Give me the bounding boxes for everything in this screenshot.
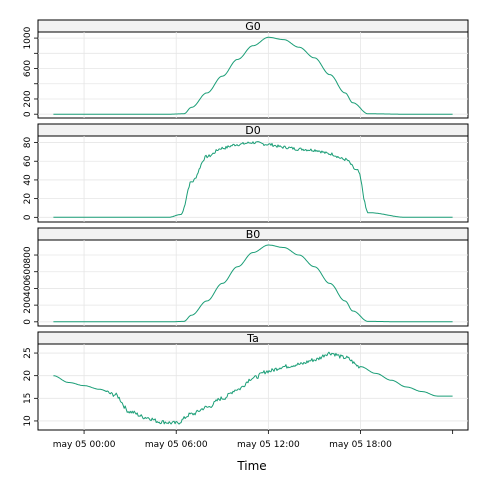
panel-g0: G0 0 200 600 1000 <box>23 19 469 119</box>
y-tick-label: 0 <box>23 111 33 117</box>
x-tick-label: may 05 06:00 <box>145 440 208 450</box>
plot-area <box>37 239 469 327</box>
series-line-ta <box>53 351 453 425</box>
panels-layer: G002006001000D0020406080B00200400600800T… <box>23 19 469 431</box>
plot-area <box>37 31 469 119</box>
y-tick-label: 80 <box>23 137 33 149</box>
panel-ta: Ta 10 15 20 25 <box>23 331 469 431</box>
y-tick-label: 600 <box>23 263 33 280</box>
plot-area <box>37 343 469 431</box>
y-tick-label: 0 <box>23 214 33 220</box>
y-tick-label: 25 <box>23 347 33 358</box>
panel-title: B0 <box>246 228 261 241</box>
x-tick-label: may 05 12:00 <box>237 440 300 450</box>
series-line-d0 <box>53 141 453 218</box>
series-line-g0 <box>53 36 453 115</box>
panel-d0: D0 0 20 40 60 80 <box>23 123 469 223</box>
y-tick-label: 60 <box>23 155 33 167</box>
y-tick-label: 10 <box>23 415 33 427</box>
x-tick-label: may 05 18:00 <box>329 440 392 450</box>
y-tick-label: 20 <box>23 370 33 382</box>
y-tick-label: 400 <box>23 280 33 297</box>
y-tick-label: 15 <box>23 393 33 404</box>
y-tick-label: 40 <box>23 174 33 186</box>
x-axis: may 05 00:00 may 05 06:00 may 05 12:00 may … <box>53 430 454 450</box>
y-tick-label: 200 <box>23 90 33 107</box>
x-axis-label: Time <box>236 459 266 473</box>
y-tick-label: 0 <box>23 319 33 325</box>
plot-area <box>37 135 469 223</box>
y-tick-label: 600 <box>23 60 33 77</box>
series-line-b0 <box>53 244 453 323</box>
panel-title: D0 <box>245 124 260 137</box>
panel-title: Ta <box>246 332 259 345</box>
y-tick-label: 1000 <box>23 26 33 49</box>
panel-title: G0 <box>245 20 261 33</box>
y-tick-label: 20 <box>23 193 33 205</box>
x-tick-label: may 05 00:00 <box>53 440 116 450</box>
y-tick-label: 200 <box>23 296 33 313</box>
y-tick-label: 800 <box>23 246 33 263</box>
